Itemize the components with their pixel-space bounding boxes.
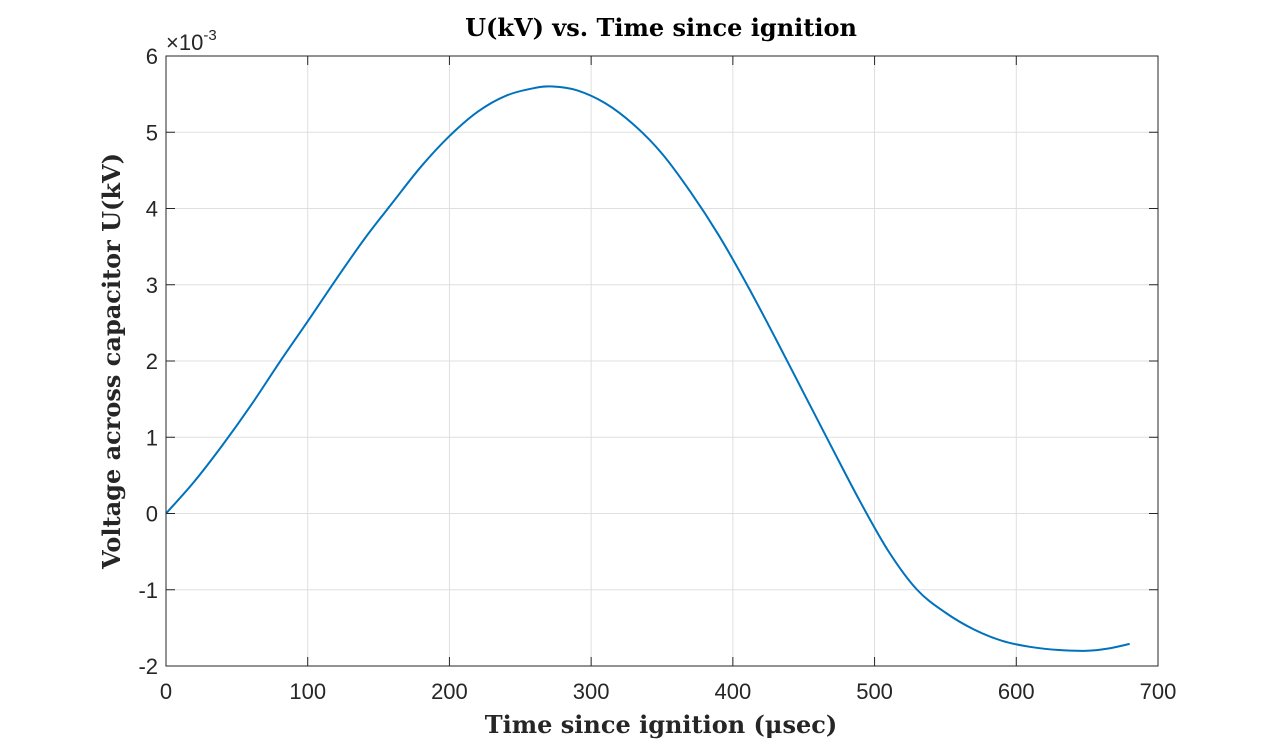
y-tick-label: -1: [138, 578, 158, 603]
y-axis-exponent: ×10-3: [166, 27, 217, 55]
x-tick-label: 200: [431, 679, 468, 704]
y-tick-label: 1: [146, 425, 158, 450]
series-lines: [165, 85, 1130, 652]
y-tick-label: 5: [146, 120, 158, 145]
y-tick-label: 2: [146, 349, 158, 374]
x-tick-label: 700: [1140, 679, 1177, 704]
y-tick-label: 0: [146, 502, 158, 527]
x-tick-label: 500: [856, 679, 893, 704]
axis-ticks: [165, 55, 1159, 667]
x-tick-label: 300: [573, 679, 610, 704]
y-exponent-power: -3: [203, 27, 216, 44]
y-tick-label: 3: [146, 273, 158, 298]
y-axis-label: Voltage across capacitor U(kV): [97, 153, 126, 570]
x-tick-label: 100: [289, 679, 326, 704]
x-tick-label: 400: [714, 679, 751, 704]
series-line: [165, 85, 1130, 652]
y-tick-label: -2: [138, 654, 158, 679]
y-tick-label: 4: [146, 197, 158, 222]
chart-title: U(kV) vs. Time since ignition: [465, 13, 857, 42]
x-axis-label: Time since ignition (μsec): [485, 710, 837, 739]
grid-lines: [165, 55, 1159, 667]
y-exponent-base: ×10: [166, 30, 203, 55]
y-tick-label: 6: [146, 44, 158, 69]
x-tick-label: 600: [998, 679, 1035, 704]
x-tick-label: 0: [160, 679, 172, 704]
tick-labels: 0 100 200 300 400 500 600 700 -2 -1 0 1 2 3 4 5 6: [138, 44, 1176, 704]
